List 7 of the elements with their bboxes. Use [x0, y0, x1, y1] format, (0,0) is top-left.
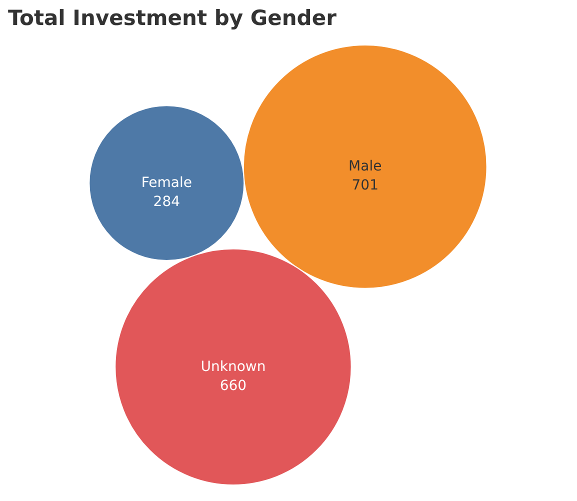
data-label: 660	[220, 378, 247, 394]
category-label: Male	[348, 158, 382, 175]
text: Total Investment by Gender	[8, 6, 338, 30]
category-label: Unknown	[200, 358, 266, 375]
data-label: 701	[352, 178, 378, 194]
category-label: Female	[141, 175, 192, 192]
data-label: 284	[153, 194, 180, 210]
